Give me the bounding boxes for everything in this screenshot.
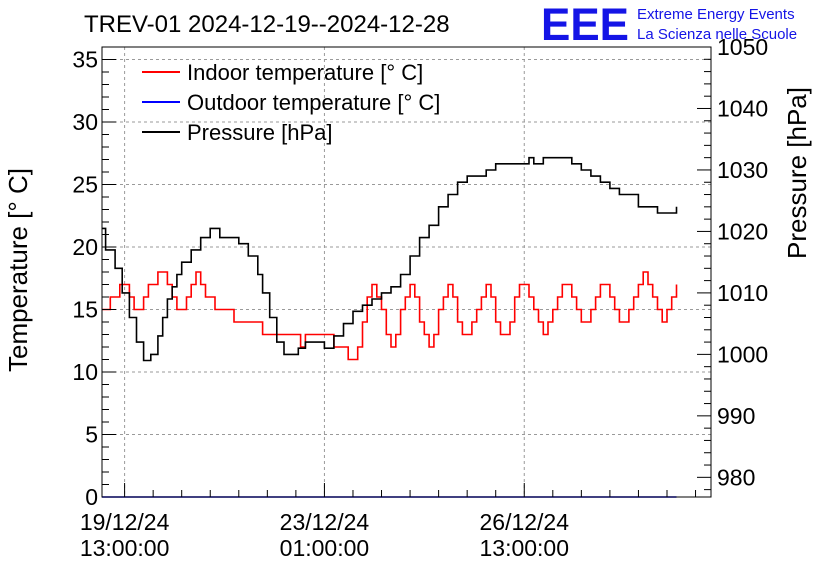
y-tick-label-6: 30 <box>72 109 98 135</box>
y2-tick-label-4: 1020 <box>717 218 768 244</box>
x-tick-label-date-0: 19/12/24 <box>80 509 170 535</box>
y-tick-label-0: 0 <box>85 484 98 510</box>
y2-tick-label-2: 1000 <box>717 341 768 367</box>
y-tick-label-2: 10 <box>72 359 98 385</box>
legend: Indoor temperature [° C] Outdoor tempera… <box>142 60 440 145</box>
y2-axis-title: Pressure [hPa] <box>782 87 812 259</box>
eee-logo-line2: La Scienza nelle Scuole <box>637 26 797 43</box>
series-pressure <box>102 156 678 362</box>
x-tick-label-date-1: 23/12/24 <box>280 509 370 535</box>
eee-logo-letters: EEE <box>541 0 629 50</box>
y-tick-label-4: 20 <box>72 234 98 260</box>
legend-outdoor-label: Outdoor temperature [° C] <box>187 90 440 115</box>
x-tick-label-time-1: 01:00:00 <box>280 535 370 561</box>
y2-tick-label-5: 1030 <box>717 157 768 183</box>
x-tick-label-time-2: 13:00:00 <box>479 535 569 561</box>
y-axis-title: Temperature [° C] <box>3 168 33 372</box>
y-tick-label-1: 5 <box>85 422 98 448</box>
legend-pressure-label: Pressure [hPa] <box>187 120 333 145</box>
x-tick-label-time-0: 13:00:00 <box>80 535 170 561</box>
axes: 0 5 10 15 20 25 30 35 980 990 1000 1010 1020 1030 1040… <box>72 34 768 561</box>
x-tick-label-date-2: 26/12/24 <box>479 509 569 535</box>
y2-tick-label-1: 990 <box>717 403 755 429</box>
grid <box>102 47 711 497</box>
legend-indoor-label: Indoor temperature [° C] <box>187 60 423 85</box>
y2-tick-label-6: 1040 <box>717 95 768 121</box>
y2-tick-label-7: 1050 <box>717 34 768 60</box>
y-tick-label-3: 15 <box>72 297 98 323</box>
y2-tick-label-0: 980 <box>717 464 755 490</box>
y-tick-label-7: 35 <box>72 47 98 73</box>
chart-title: TREV-01 2024-12-19--2024-12-28 <box>84 11 450 38</box>
eee-logo: EEE Extreme Energy Events La Scienza nel… <box>541 0 797 50</box>
y2-tick-label-3: 1010 <box>717 280 768 306</box>
eee-logo-line1: Extreme Energy Events <box>637 6 795 23</box>
y-tick-label-5: 25 <box>72 172 98 198</box>
series-indoor-temperature <box>102 271 678 361</box>
